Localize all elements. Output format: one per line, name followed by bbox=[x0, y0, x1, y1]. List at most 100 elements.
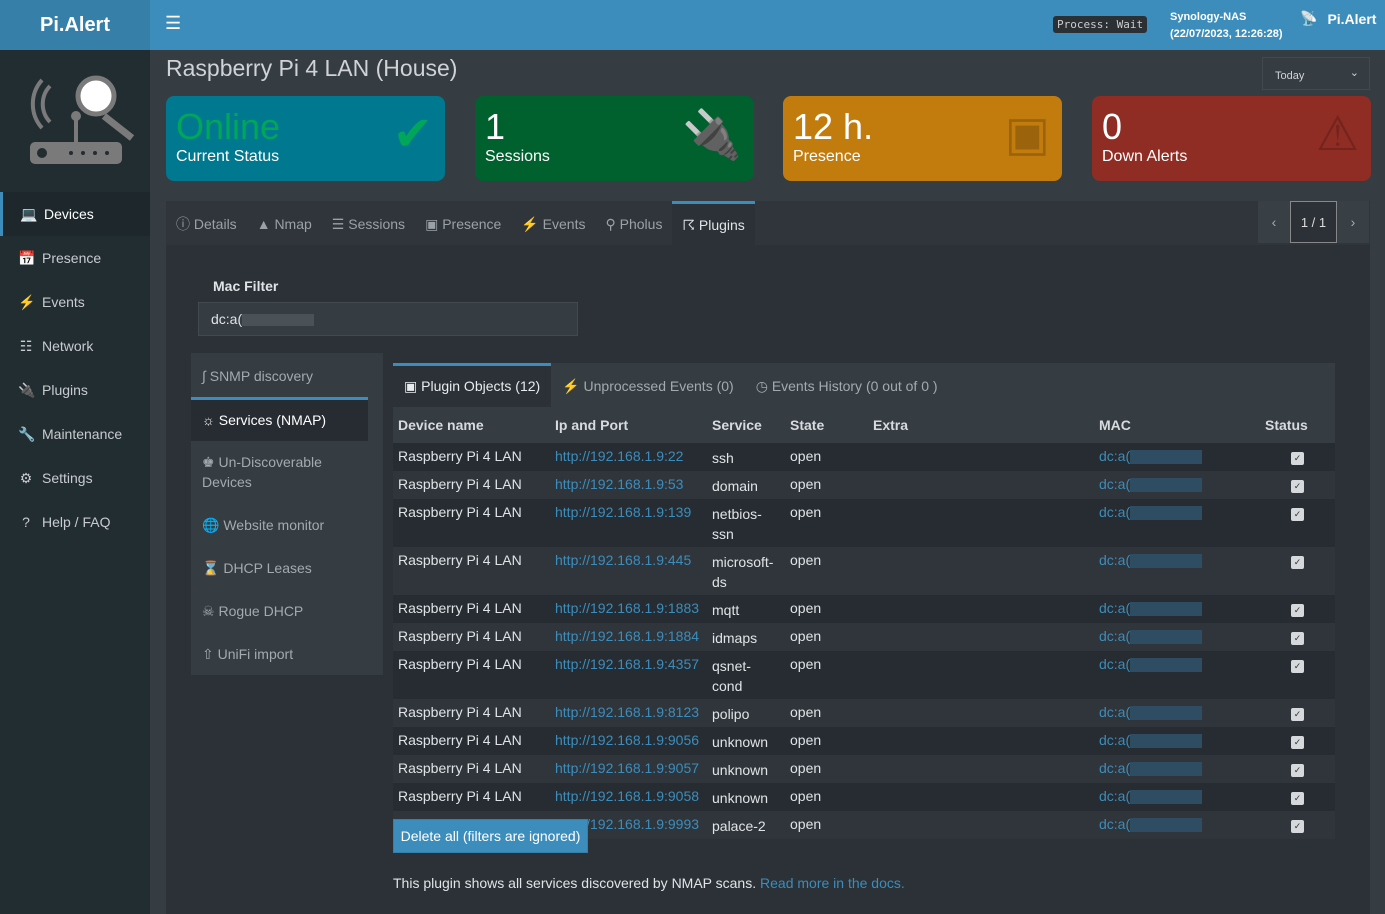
column-header[interactable]: MAC bbox=[1099, 407, 1260, 443]
ip-port-link[interactable]: http://192.168.1.9:9993 bbox=[555, 816, 700, 832]
ip-port-link[interactable]: http://192.168.1.9:1884 bbox=[555, 628, 700, 644]
plugin-snmp[interactable]: ∫ SNMP discovery bbox=[202, 368, 313, 384]
sidebar-item-network[interactable]: ☷ Network bbox=[0, 324, 150, 368]
ip-port-link[interactable]: http://192.168.1.9:4357 bbox=[555, 656, 700, 672]
state: open bbox=[790, 656, 822, 672]
mac-filter-input[interactable]: dc:a( bbox=[198, 302, 578, 336]
column-header[interactable]: Service bbox=[707, 407, 785, 443]
sidebar-item-maintenance[interactable]: 🔧 Maintenance bbox=[0, 412, 150, 456]
plugin-website-monitor[interactable]: 🌐 Website monitor bbox=[202, 517, 325, 533]
table-cell: unknown bbox=[707, 783, 785, 811]
ip-port-link[interactable]: http://192.168.1.9:8123 bbox=[555, 704, 700, 720]
sidebar-item-devices[interactable]: 💻 Devices bbox=[0, 192, 150, 236]
period-select[interactable]: Today ⌄ bbox=[1262, 57, 1370, 90]
status-checkbox[interactable]: ✓ bbox=[1291, 508, 1304, 521]
status-checkbox[interactable]: ✓ bbox=[1291, 480, 1304, 493]
table-cell: open bbox=[785, 651, 868, 699]
status-card[interactable]: Online Current Status ✔ bbox=[166, 96, 445, 181]
table-row: Raspberry Pi 4 LAN http://192.168.1.9:188… bbox=[393, 595, 1335, 623]
app-logo[interactable]: Pi.Alert bbox=[0, 0, 150, 50]
mac-link[interactable]: dc:a( bbox=[1099, 448, 1131, 464]
mac-link[interactable]: dc:a( bbox=[1099, 600, 1131, 616]
status-checkbox[interactable]: ✓ bbox=[1291, 820, 1304, 833]
status-checkbox[interactable]: ✓ bbox=[1291, 452, 1304, 465]
mac-link[interactable]: dc:a( bbox=[1099, 760, 1131, 776]
plugin-dhcp-leases[interactable]: ⌛ DHCP Leases bbox=[202, 560, 312, 576]
mac-link[interactable]: dc:a( bbox=[1099, 704, 1131, 720]
status-checkbox[interactable]: ✓ bbox=[1291, 708, 1304, 721]
ip-port-link[interactable]: http://192.168.1.9:9056 bbox=[555, 732, 700, 748]
question-icon: ? bbox=[22, 514, 30, 530]
mac-link[interactable]: dc:a( bbox=[1099, 552, 1131, 568]
tab-pholus[interactable]: ⚲ Pholus bbox=[605, 216, 663, 232]
status-checkbox[interactable]: ✓ bbox=[1291, 792, 1304, 805]
mac-link[interactable]: dc:a( bbox=[1099, 816, 1131, 832]
ip-port-link[interactable]: http://192.168.1.9:22 bbox=[555, 448, 684, 464]
plugin-rogue-dhcp[interactable]: ☠ Rogue DHCP bbox=[202, 603, 304, 619]
wrench-icon: 🔧 bbox=[18, 425, 36, 442]
plugin-unifi-import[interactable]: ⇧ UniFi import bbox=[202, 646, 294, 662]
tab-events[interactable]: ⚡ Events bbox=[521, 216, 586, 232]
tab-unprocessed-events[interactable]: ⚡ Unprocessed Events (0) bbox=[562, 378, 734, 394]
table-row: Raspberry Pi 4 LAN http://192.168.1.9:905… bbox=[393, 755, 1335, 783]
status-checkbox[interactable]: ✓ bbox=[1291, 632, 1304, 645]
table-cell: http://192.168.1.9:139 bbox=[550, 499, 707, 547]
ip-port-link[interactable]: http://192.168.1.9:139 bbox=[555, 504, 692, 520]
status-checkbox[interactable]: ✓ bbox=[1291, 764, 1304, 777]
docs-link[interactable]: Read more in the docs. bbox=[760, 875, 905, 891]
table-cell bbox=[868, 651, 1099, 699]
status-checkbox[interactable]: ✓ bbox=[1291, 660, 1304, 673]
tab-plugins[interactable]: ☈ Plugins bbox=[672, 201, 755, 245]
column-header[interactable]: Ip and Port bbox=[550, 407, 707, 443]
mac-link[interactable]: dc:a( bbox=[1099, 732, 1131, 748]
mac-filter-value: dc:a( bbox=[211, 311, 243, 327]
prev-device-button[interactable]: ‹ bbox=[1258, 201, 1290, 243]
mac-link[interactable]: dc:a( bbox=[1099, 656, 1131, 672]
column-header[interactable]: State bbox=[785, 407, 868, 443]
status-checkbox[interactable]: ✓ bbox=[1291, 604, 1304, 617]
ip-port-link[interactable]: http://192.168.1.9:9057 bbox=[555, 760, 700, 776]
mac-link[interactable]: dc:a( bbox=[1099, 788, 1131, 804]
mac-link[interactable]: dc:a( bbox=[1099, 476, 1131, 492]
tab-sessions[interactable]: ☰ Sessions bbox=[331, 216, 406, 232]
sessions-card[interactable]: 1 Sessions 🔌 bbox=[475, 96, 754, 181]
server-info: Synology-NAS (22/07/2023, 12:26:28) bbox=[1170, 9, 1283, 43]
tab-label: Events bbox=[542, 216, 586, 232]
presence-card[interactable]: 12 h. Presence ▣ bbox=[783, 96, 1062, 181]
table-cell: domain bbox=[707, 471, 785, 499]
ip-port-link[interactable]: http://192.168.1.9:53 bbox=[555, 476, 684, 492]
status-checkbox[interactable]: ✓ bbox=[1291, 556, 1304, 569]
delete-all-button[interactable]: Delete all (filters are ignored) bbox=[393, 819, 588, 853]
column-header[interactable]: Status bbox=[1260, 407, 1335, 443]
column-header[interactable]: Device name bbox=[393, 407, 550, 443]
tab-presence[interactable]: ▣ Presence bbox=[425, 216, 502, 232]
sidebar-item-events[interactable]: ⚡ Events bbox=[0, 280, 150, 324]
user-menu[interactable]: 📡 Pi.Alert bbox=[1300, 10, 1376, 27]
ip-port-link[interactable]: http://192.168.1.9:445 bbox=[555, 552, 692, 568]
sidebar-item-label: Plugins bbox=[42, 382, 88, 398]
next-device-button[interactable]: › bbox=[1337, 201, 1369, 243]
mac-link[interactable]: dc:a( bbox=[1099, 504, 1131, 520]
mac-link[interactable]: dc:a( bbox=[1099, 628, 1131, 644]
sidebar-item-presence[interactable]: 📅 Presence bbox=[0, 236, 150, 280]
plugin-undiscoverable[interactable]: ♚ Un-Discoverable Devices bbox=[202, 454, 322, 490]
plugin-label: SNMP discovery bbox=[209, 368, 313, 384]
tab-plugin-objects[interactable]: ▣ Plugin Objects (12) bbox=[393, 363, 552, 407]
table-cell: dc:a( bbox=[1099, 547, 1260, 595]
tab-details[interactable]: ⓘ Details bbox=[176, 216, 237, 232]
table-cell: Raspberry Pi 4 LAN bbox=[393, 471, 550, 499]
ip-port-link[interactable]: http://192.168.1.9:9058 bbox=[555, 788, 700, 804]
plugin-nmap[interactable]: ☼ Services (NMAP) bbox=[191, 397, 368, 441]
column-header[interactable]: Extra bbox=[868, 407, 1099, 443]
status-checkbox[interactable]: ✓ bbox=[1291, 736, 1304, 749]
menu-toggle-icon[interactable]: ☰ bbox=[165, 13, 182, 33]
tab-events-history[interactable]: ◷ Events History (0 out of 0 ) bbox=[755, 378, 938, 394]
calendar-icon: ▣ bbox=[1004, 108, 1050, 161]
tab-nmap[interactable]: ▲ Nmap bbox=[256, 216, 312, 232]
alerts-card[interactable]: 0 Down Alerts ⚠ bbox=[1092, 96, 1371, 181]
sidebar-item-settings[interactable]: ⚙ Settings bbox=[0, 456, 150, 500]
ip-port-link[interactable]: http://192.168.1.9:1883 bbox=[555, 600, 700, 616]
sidebar-item-help[interactable]: ? Help / FAQ bbox=[0, 500, 150, 544]
table-cell bbox=[868, 727, 1099, 755]
sidebar-item-plugins[interactable]: 🔌 Plugins bbox=[0, 368, 150, 412]
